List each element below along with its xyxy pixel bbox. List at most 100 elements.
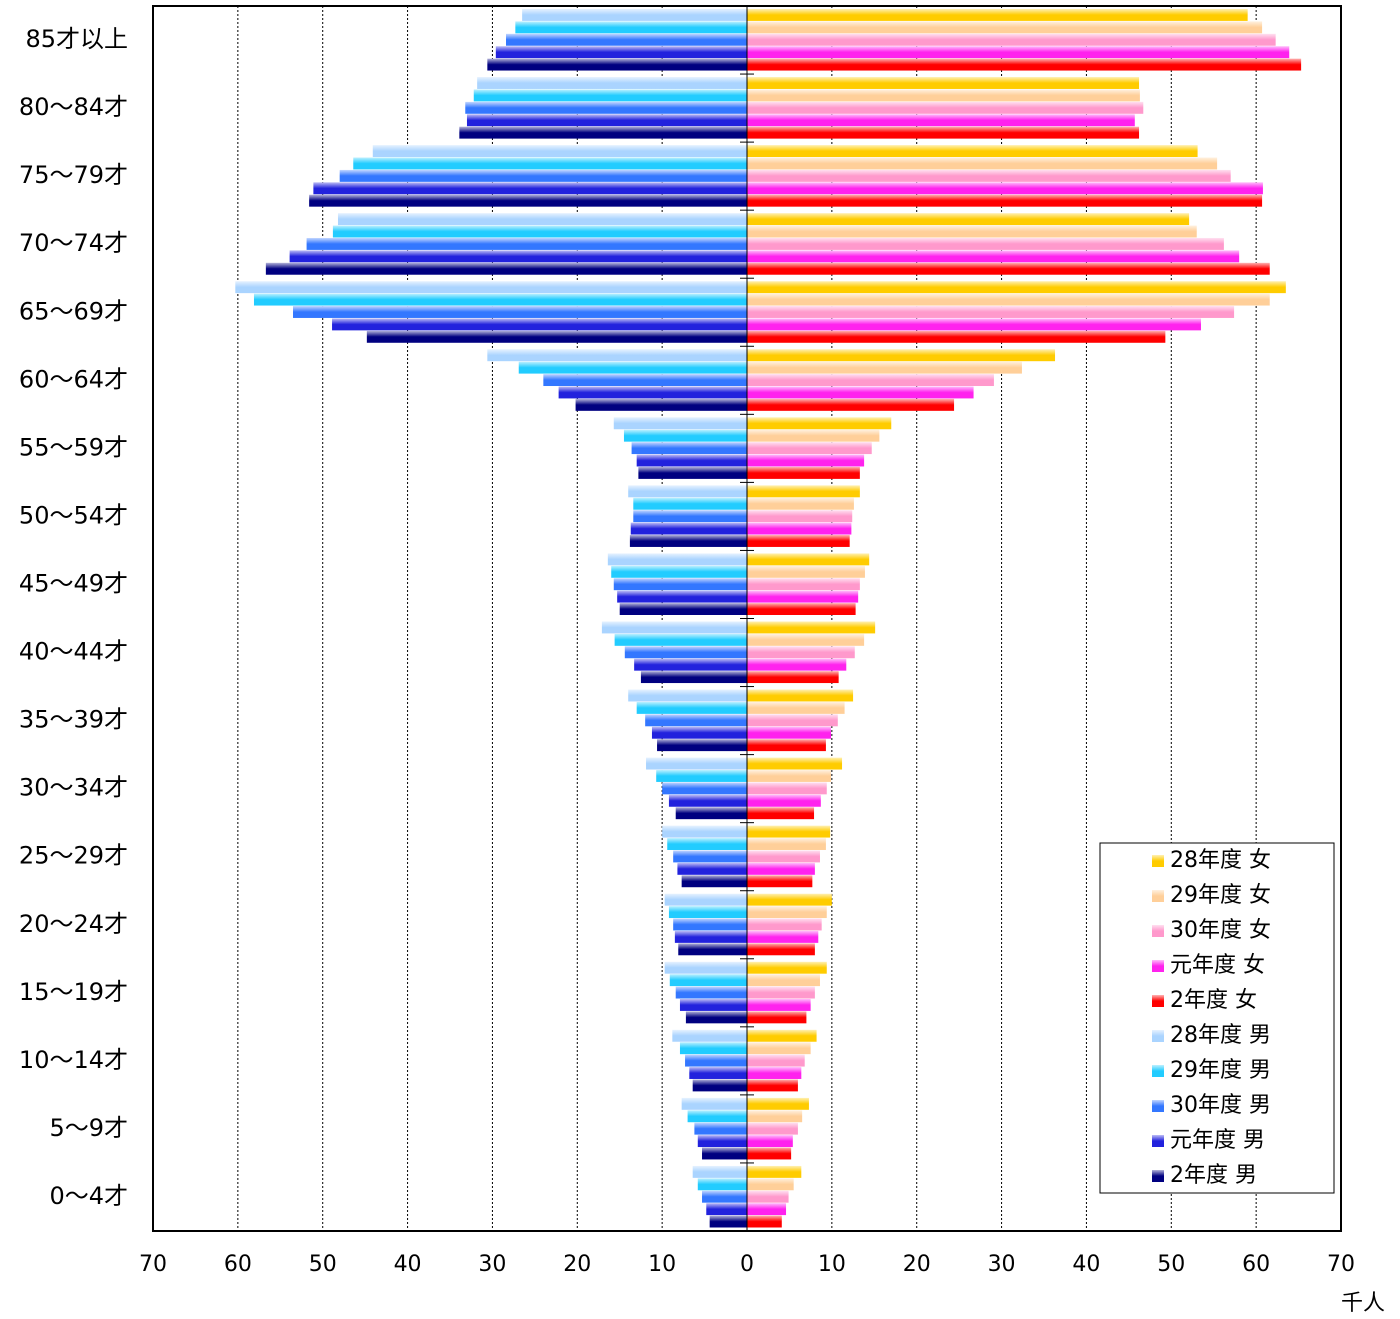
bar <box>515 21 747 34</box>
bar <box>558 386 747 399</box>
bar <box>747 349 1056 362</box>
bar <box>628 485 747 498</box>
bar <box>747 9 1248 21</box>
x-tick-label: 50 <box>309 1252 337 1277</box>
bar <box>747 398 955 411</box>
bar <box>747 1029 817 1042</box>
bar <box>747 658 847 671</box>
bar <box>747 1011 807 1024</box>
y-tick-label: 10～14才 <box>19 1046 128 1074</box>
bar <box>522 9 747 21</box>
bar <box>747 553 870 566</box>
bar <box>747 330 1166 343</box>
bar <box>747 182 1263 195</box>
bar <box>747 1190 789 1203</box>
legend-box <box>1099 842 1335 1194</box>
bar <box>675 807 747 820</box>
bar <box>747 961 827 974</box>
bar <box>747 701 845 714</box>
bar <box>747 862 815 875</box>
bar <box>747 374 994 387</box>
bar <box>747 454 865 467</box>
bar <box>747 794 821 807</box>
y-tick-label: 0～4才 <box>49 1182 128 1210</box>
bar <box>487 58 747 71</box>
legend-swatch <box>1152 1100 1164 1112</box>
bar <box>646 757 747 770</box>
bar <box>673 850 747 863</box>
bar <box>747 770 832 782</box>
legend-swatch <box>1152 995 1164 1007</box>
bar <box>679 999 747 1011</box>
x-axis-unit: 千人 <box>1341 1291 1385 1316</box>
bar <box>473 89 747 102</box>
bar <box>747 145 1198 158</box>
bar <box>747 281 1286 294</box>
legend-label: 29年度 男 <box>1170 1058 1271 1083</box>
bar <box>681 875 747 888</box>
y-tick-label: 25～29才 <box>19 842 128 870</box>
bar <box>747 646 855 659</box>
bar <box>747 318 1201 331</box>
legend-label: 元年度 女 <box>1170 953 1265 978</box>
bar <box>747 671 839 684</box>
legend-swatch <box>1152 1135 1164 1147</box>
bar <box>747 1215 782 1228</box>
bar <box>747 442 872 455</box>
bar <box>640 671 747 684</box>
bar <box>747 522 852 535</box>
bar <box>628 689 747 702</box>
bar <box>674 930 747 943</box>
bar <box>702 1147 747 1160</box>
bar <box>614 633 747 646</box>
bar <box>673 918 747 931</box>
y-tick-label: 75～79才 <box>19 161 128 189</box>
x-tick-label: 60 <box>224 1252 252 1277</box>
bar <box>607 553 747 566</box>
y-tick-label: 80～84才 <box>19 93 128 121</box>
y-tick-label: 50～54才 <box>19 501 128 529</box>
y-tick-label: 35～39才 <box>19 706 128 734</box>
bar <box>709 1215 747 1228</box>
bar <box>692 1079 747 1092</box>
y-tick-label: 45～49才 <box>19 569 128 597</box>
x-tick-label: 20 <box>563 1252 591 1277</box>
bar <box>506 33 747 46</box>
bar <box>747 807 815 820</box>
bar <box>747 510 853 523</box>
bar <box>747 1122 798 1135</box>
legend-label: 29年度 女 <box>1170 883 1271 908</box>
bar <box>656 770 747 782</box>
bar <box>747 689 854 702</box>
bar <box>685 1054 747 1067</box>
bar <box>747 1054 805 1067</box>
bar <box>687 1110 747 1123</box>
bar <box>466 114 747 127</box>
bar <box>747 1147 792 1160</box>
bar <box>657 739 747 752</box>
bar <box>747 999 811 1011</box>
legend-swatch <box>1152 1170 1164 1182</box>
y-tick-label: 70～74才 <box>19 229 128 257</box>
bar <box>747 906 827 919</box>
bar <box>611 565 747 578</box>
bar <box>601 621 747 634</box>
bar <box>633 497 747 510</box>
bar <box>518 361 747 374</box>
x-tick-label: 70 <box>139 1252 167 1277</box>
bar <box>747 237 1224 250</box>
bar <box>747 306 1235 318</box>
x-tick-label: 40 <box>394 1252 422 1277</box>
bar <box>679 1042 747 1055</box>
bar <box>747 1110 803 1123</box>
bar <box>668 794 747 807</box>
bar <box>677 862 747 875</box>
legend-label: 元年度 男 <box>1170 1128 1265 1153</box>
bar <box>313 182 747 195</box>
bar <box>747 386 974 399</box>
x-tick-label: 50 <box>1157 1252 1185 1277</box>
bar <box>353 157 747 170</box>
legend-label: 28年度 女 <box>1170 848 1271 873</box>
bar <box>623 429 747 442</box>
bar <box>747 739 826 752</box>
